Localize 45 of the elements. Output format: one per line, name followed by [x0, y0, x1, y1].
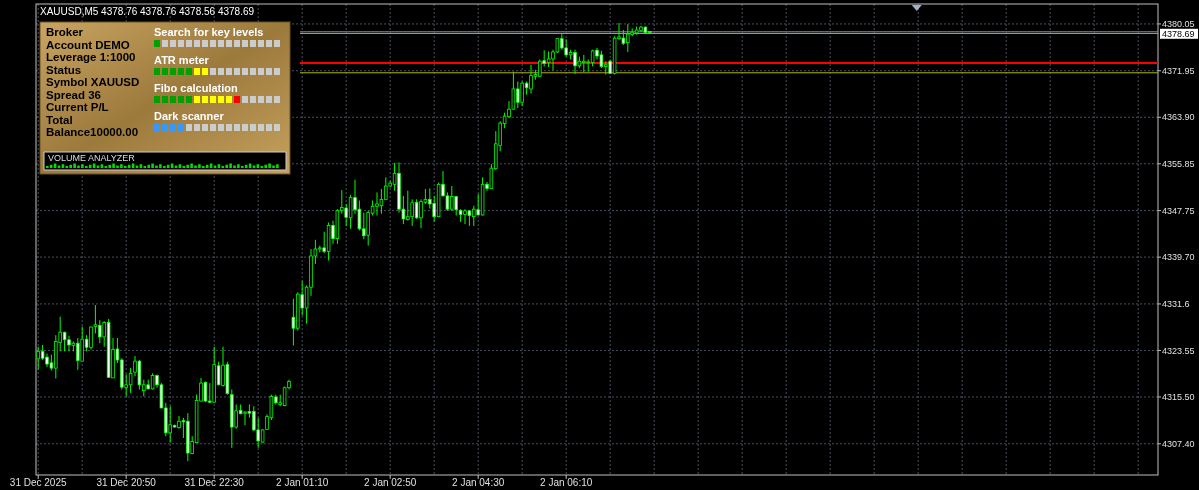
- candlestick: [375, 191, 379, 217]
- x-tick-label: 31 Dec 2025: [9, 477, 67, 488]
- annotation: Leverage 1:1000: [46, 51, 136, 63]
- annotation: Symbol XAUUSD: [46, 76, 140, 88]
- candlestick: [419, 198, 423, 229]
- annotation: Dark scanner: [154, 110, 225, 122]
- candlestick: [137, 359, 142, 390]
- annotation: Search for key levels: [154, 26, 264, 38]
- ref-line-label: 4378.69: [1162, 28, 1195, 39]
- y-tick-label: 4315.50: [1162, 392, 1195, 403]
- y-tick-label: 4347.75: [1162, 205, 1195, 216]
- annotation: ATR meter: [154, 54, 210, 66]
- annotation: VOLUME ANALYZER: [48, 153, 136, 163]
- y-tick-label: 4339.70: [1162, 252, 1195, 263]
- x-tick-label: 31 Dec 22:30: [184, 477, 245, 488]
- annotation: Total: [46, 113, 73, 126]
- candlestick: [573, 49, 577, 75]
- x-tick-label: 2 Jan 04:30: [452, 477, 505, 488]
- candlestick: [177, 415, 181, 430]
- candlestick: [67, 335, 71, 352]
- x-tick-label: 31 Dec 20:50: [96, 477, 157, 488]
- y-tick-label: 4363.90: [1162, 112, 1195, 123]
- y-tick-label: 4371.95: [1162, 65, 1195, 76]
- candlestick: [243, 410, 247, 426]
- x-tick-label: 2 Jan 06:10: [540, 477, 593, 488]
- candlestick: [89, 325, 93, 351]
- y-tick-label: 4355.85: [1162, 158, 1195, 169]
- y-tick-label: 4307.40: [1162, 438, 1195, 449]
- y-tick-label: 4323.55: [1162, 345, 1195, 356]
- annotation: Status: [46, 63, 82, 76]
- annotation: Spread 36: [46, 88, 101, 101]
- annotation: Account DEMO: [46, 38, 130, 51]
- chart-title: XAUUSD,M5 4378.76 4378.76 4378.56 4378.69: [40, 6, 255, 17]
- annotation: Current P/L: [46, 101, 109, 113]
- y-tick-label: 4380.05: [1162, 19, 1195, 30]
- annotation: Balance10000.00: [46, 126, 139, 138]
- annotation: Broker: [46, 26, 84, 38]
- annotation: Fibo calculation: [154, 82, 239, 94]
- candlestick: [529, 64, 533, 95]
- x-tick-label: 2 Jan 02:50: [364, 477, 417, 488]
- candlestick: [414, 198, 419, 220]
- y-tick-label: 4331.6: [1162, 299, 1190, 310]
- candlestick: [379, 188, 384, 215]
- x-tick-label: 2 Jan 01:10: [276, 477, 329, 488]
- candlestick: [463, 208, 467, 225]
